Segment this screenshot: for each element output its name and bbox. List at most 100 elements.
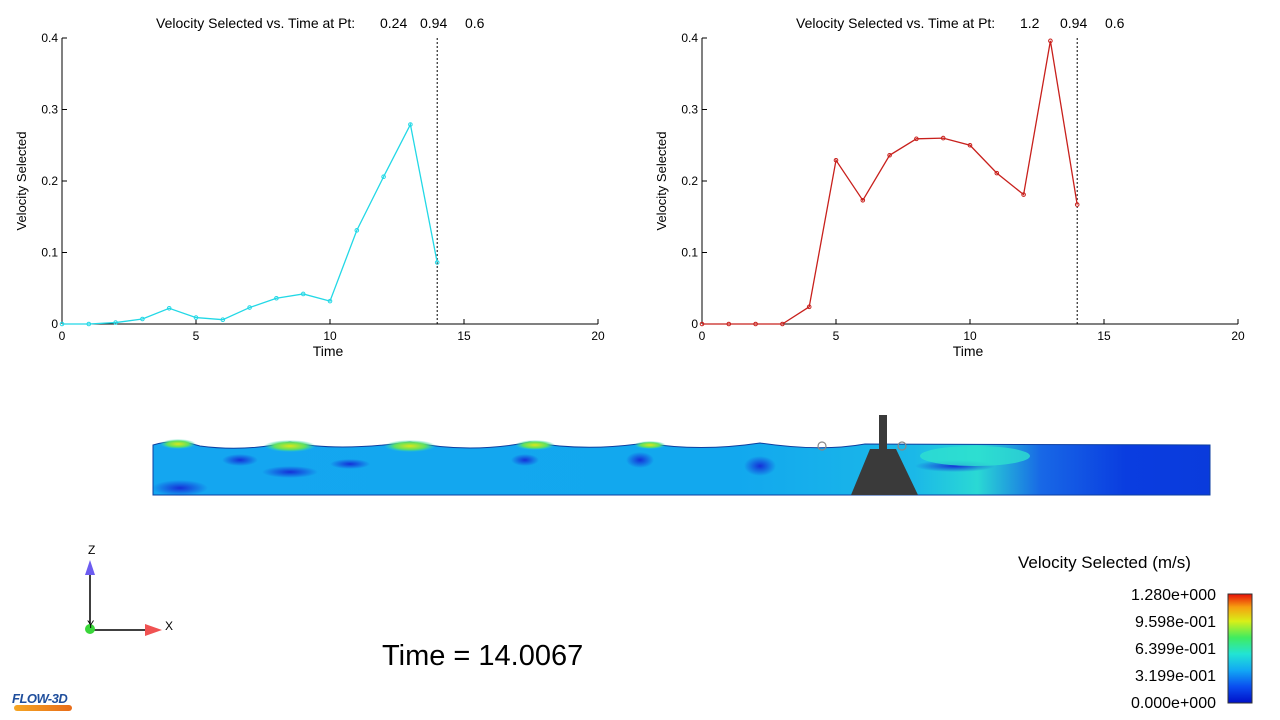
velocity-chart-pt2: Velocity Selected vs. Time at Pt: 1.2 0.94… [654, 15, 1245, 359]
point-coordinate: 0.94 [1060, 15, 1087, 31]
data-point [860, 198, 866, 203]
legend-label: 0.000e+000 [1131, 695, 1216, 712]
x-tick-label: 10 [323, 329, 337, 343]
legend-label: 1.280e+000 [1131, 587, 1216, 604]
data-point [166, 305, 172, 311]
axis-triad: Z Y X [85, 543, 173, 636]
simulation-view [152, 415, 1211, 496]
data-point [753, 321, 758, 327]
data-point [699, 321, 705, 327]
data-point [86, 321, 92, 327]
eddy [262, 466, 318, 478]
x-axis-label: Time [953, 343, 984, 359]
point-coordinate: 0.94 [420, 15, 447, 31]
wave-crest [920, 446, 1030, 466]
data-point [940, 135, 946, 141]
data-point [300, 291, 306, 297]
data-point [726, 321, 732, 327]
z-axis-label: Z [88, 543, 95, 557]
color-legend: Velocity Selected (m/s) 1.280e+000 9.598… [1018, 553, 1253, 712]
z-arrow-icon [85, 560, 95, 575]
data-point [1074, 202, 1080, 207]
x-tick-label: 20 [591, 329, 605, 343]
time-readout: Time = 14.0067 [382, 640, 584, 672]
y-axis-label: Velocity Selected [654, 131, 669, 230]
data-point [140, 316, 145, 322]
data-point [113, 320, 118, 325]
x-tick-label: 10 [963, 329, 977, 343]
point-coordinate: 0.6 [465, 15, 485, 31]
y-tick-label: 0.4 [41, 31, 58, 45]
point-coordinate: 1.2 [1020, 15, 1040, 31]
y-axis-label: Y [87, 619, 95, 631]
data-point [833, 157, 839, 163]
legend-label: 3.199e-001 [1135, 668, 1216, 685]
x-tick-label: 15 [1097, 329, 1111, 343]
y-tick-label: 0.1 [41, 246, 58, 260]
eddy [511, 454, 539, 466]
chart-title: Velocity Selected vs. Time at Pt: [156, 15, 355, 31]
data-point [408, 122, 413, 127]
x-tick-label: 15 [457, 329, 471, 343]
x-tick-label: 5 [193, 329, 200, 343]
point-coordinate: 0.6 [1105, 15, 1125, 31]
probe-marker [817, 441, 827, 451]
x-axis-label: X [165, 619, 173, 633]
series-line [62, 122, 438, 325]
y-tick-label: 0.2 [681, 174, 698, 188]
eddy [330, 459, 370, 469]
logo-swoosh [14, 705, 72, 711]
wave-crest [515, 440, 555, 450]
colorbar [1227, 593, 1253, 704]
probe-marker [897, 441, 907, 451]
data-point [434, 260, 440, 265]
wave-crest [264, 440, 316, 452]
wave-crest [160, 439, 196, 449]
data-point [994, 170, 1000, 176]
data-point [887, 152, 892, 158]
chart-title: Velocity Selected vs. Time at Pt: [796, 15, 995, 31]
data-point [59, 321, 65, 327]
data-point [354, 228, 360, 233]
x-tick-label: 0 [59, 329, 66, 343]
series-line [702, 40, 1078, 325]
flow3d-logo: FLOW-3D [12, 691, 68, 706]
weir-post [879, 415, 887, 450]
eddy [626, 452, 654, 468]
y-axis-dot [85, 624, 95, 634]
data-point [381, 174, 386, 180]
data-point [220, 317, 226, 323]
y-tick-label: 0.1 [681, 246, 698, 260]
data-point [1048, 38, 1053, 44]
y-tick-label: 0.4 [681, 31, 698, 45]
data-point [806, 304, 812, 310]
data-point [967, 142, 973, 148]
eddy [152, 480, 208, 496]
y-tick-label: 0.2 [41, 174, 58, 188]
legend-title: Velocity Selected (m/s) [1018, 553, 1191, 572]
eddy [744, 456, 776, 476]
velocity-chart-pt1: Velocity Selected vs. Time at Pt: 0.24 0.9… [14, 15, 605, 359]
x-tick-label: 0 [699, 329, 706, 343]
eddy [222, 454, 258, 466]
y-tick-label: 0 [691, 317, 698, 331]
y-axis-label: Velocity Selected [14, 131, 29, 230]
data-point [193, 315, 199, 320]
data-point [780, 321, 785, 327]
data-point [247, 305, 252, 310]
data-point [274, 295, 279, 301]
legend-label: 9.598e-001 [1135, 614, 1216, 631]
y-tick-label: 0.3 [41, 103, 58, 117]
point-coordinate: 0.24 [380, 15, 407, 31]
legend-label: 6.399e-001 [1135, 641, 1216, 658]
x-axis-label: Time [313, 343, 344, 359]
x-tick-label: 5 [833, 329, 840, 343]
wave-crest [634, 441, 666, 449]
data-point [1021, 192, 1026, 197]
data-point [914, 136, 919, 142]
y-tick-label: 0 [51, 317, 58, 331]
x-arrow-icon [145, 624, 162, 636]
wave-crest [384, 440, 436, 452]
data-point [327, 298, 333, 304]
y-tick-label: 0.3 [681, 103, 698, 117]
